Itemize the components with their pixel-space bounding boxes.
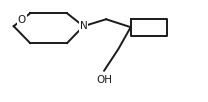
Text: OH: OH [96,75,112,85]
Text: N: N [80,21,87,31]
Text: O: O [18,15,26,25]
